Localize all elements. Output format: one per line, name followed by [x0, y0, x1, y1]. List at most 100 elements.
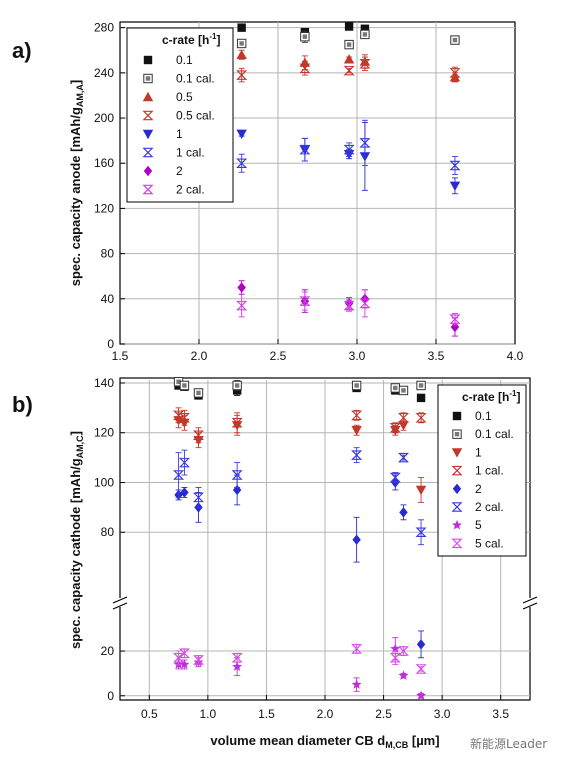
- data-point: [352, 534, 361, 545]
- data-point: [173, 410, 185, 421]
- data-point: [416, 393, 426, 403]
- panel-a-ticks: 1.5 2.0 2.5 3.0 3.5 4.0 0 40 80 120 160 200 240 280: [94, 21, 524, 363]
- panel-a-legend-title: c-rate [h-1]: [162, 32, 220, 47]
- series-1: [173, 412, 427, 503]
- data-point: [450, 35, 460, 45]
- data-point: [351, 450, 363, 460]
- y-tick-label: 280: [94, 21, 114, 35]
- series-2-cal-: [236, 289, 461, 326]
- legend-marker: [142, 129, 154, 140]
- legend-marker: [142, 147, 154, 158]
- data-point: [343, 65, 355, 76]
- panel-a-data-points: [236, 22, 461, 337]
- series-2: [174, 474, 426, 659]
- legend-entry-label: 5: [475, 518, 482, 532]
- data-point: [351, 644, 363, 654]
- data-point: [415, 413, 427, 423]
- panel-b-y-axis-label-main: spec. capacity cathode [mAh/g: [68, 458, 83, 649]
- data-point: [192, 492, 205, 503]
- data-point: [237, 282, 246, 293]
- panel-b-label: b): [12, 392, 33, 417]
- x-tick-label: 1.5: [258, 707, 275, 721]
- axis-break-mark-left-1: [112, 596, 128, 604]
- legend-marker: [451, 465, 463, 476]
- data-point: [173, 653, 185, 663]
- data-point: [192, 430, 205, 440]
- y-tick-label: 160: [94, 156, 114, 170]
- panel-b-ticks: 0.5 1.0 1.5 2.0 2.5 3.0 3.5 80 100 120 140 0 20: [94, 376, 509, 721]
- series-0-1: [174, 381, 426, 403]
- legend-entry-label: 0.5 cal.: [176, 109, 215, 123]
- data-point: [180, 487, 189, 498]
- data-point: [343, 300, 355, 311]
- data-point: [236, 158, 248, 168]
- data-point: [416, 690, 427, 700]
- data-point: [415, 485, 427, 496]
- data-point: [344, 22, 354, 31]
- data-point: [236, 49, 247, 59]
- panel-b-legend-title-main: c-rate [h: [462, 390, 509, 404]
- data-point: [359, 138, 371, 148]
- panel-a-y-axis-label-main: spec. capacity anode [mAh/g: [68, 107, 83, 286]
- x-tick-label: 1.0: [200, 707, 217, 721]
- panel-b-axis-break: [112, 596, 538, 610]
- y-tick-label: 0: [107, 337, 114, 351]
- data-point: [398, 385, 409, 396]
- data-point: [415, 664, 427, 674]
- data-point: [231, 470, 243, 480]
- legend-marker: [452, 429, 462, 439]
- series-5-cal-: [173, 643, 427, 674]
- data-point: [236, 70, 248, 80]
- legend-marker: [142, 110, 154, 121]
- legend-marker: [143, 73, 153, 84]
- legend-entry-label: 1 cal.: [475, 464, 504, 478]
- legend-marker: [451, 448, 463, 458]
- data-point: [232, 484, 242, 496]
- panel-a-y-axis-label-sub: AM,A: [75, 84, 85, 107]
- panel-b-legend-box: [437, 384, 527, 557]
- y-tick-label: 20: [101, 644, 115, 658]
- legend-entry-label: 2 cal.: [176, 183, 205, 197]
- data-point: [179, 659, 190, 669]
- data-point: [300, 31, 310, 42]
- y-tick-label: 80: [101, 525, 115, 539]
- panel-b-y-axis-label: spec. capacity cathode [mAh/gAM,C]: [68, 431, 85, 649]
- data-point: [449, 160, 461, 171]
- x-tick-label: 3.0: [349, 349, 366, 363]
- data-point: [398, 421, 409, 431]
- data-point: [449, 314, 461, 324]
- x-tick-label: 2.5: [375, 707, 392, 721]
- x-tick-label: 2.0: [317, 707, 334, 721]
- data-point: [343, 144, 355, 155]
- x-tick-label: 3.0: [434, 707, 451, 721]
- data-point: [232, 661, 243, 671]
- x-tick-label: 2.5: [270, 349, 287, 363]
- panel-b-legend: c-rate [h-1] 0.1 0.1 cal. 1 1 cal. 2 2 cal. 5 5…: [437, 384, 527, 557]
- y-tick-label: 120: [94, 201, 114, 215]
- panel-a-y-axis-label: spec. capacity anode [mAh/gAM,A]: [68, 80, 85, 287]
- data-point: [178, 413, 190, 423]
- x-tick-label: 1.5: [112, 349, 129, 363]
- legend-marker: [451, 538, 463, 549]
- data-point: [416, 639, 426, 650]
- series-1-cal-: [236, 119, 461, 175]
- data-point: [192, 655, 205, 665]
- panel-b-y-axis-label-sub: AM,C: [75, 435, 85, 458]
- legend-entry-label: 2: [475, 482, 482, 496]
- data-point: [178, 457, 190, 468]
- data-point: [389, 423, 401, 433]
- legend-entry-label: 0.1: [475, 409, 492, 423]
- data-point: [359, 298, 371, 309]
- data-point: [236, 38, 247, 49]
- panel-a-y-axis-label-end: ]: [68, 80, 83, 84]
- data-point: [344, 39, 354, 50]
- legend-marker: [142, 184, 154, 195]
- panel-a-legend-title-main: c-rate [h: [162, 33, 209, 47]
- axis-break-gap-left: [114, 598, 126, 607]
- data-point: [351, 679, 362, 689]
- panel-b-legend-title: c-rate [h-1]: [462, 389, 520, 404]
- data-point: [173, 470, 185, 480]
- data-point: [351, 426, 362, 436]
- data-point: [193, 388, 204, 398]
